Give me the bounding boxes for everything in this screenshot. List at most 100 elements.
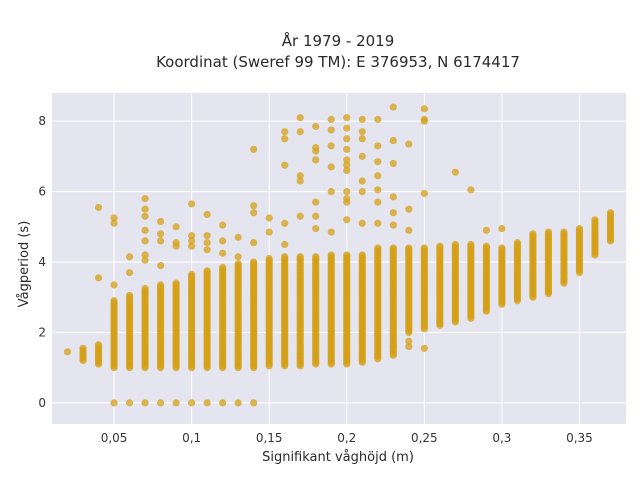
data-point xyxy=(560,228,568,236)
data-point xyxy=(575,224,584,233)
data-point xyxy=(296,253,304,261)
data-point xyxy=(188,270,196,278)
data-point xyxy=(358,128,366,136)
data-point xyxy=(358,177,366,185)
data-point xyxy=(312,212,320,220)
data-point xyxy=(141,205,149,213)
data-point xyxy=(343,124,351,132)
data-point xyxy=(389,209,397,217)
data-point xyxy=(125,399,134,407)
data-point xyxy=(219,237,227,245)
data-point xyxy=(296,177,304,185)
data-point xyxy=(141,226,149,234)
data-point xyxy=(125,268,134,277)
data-point xyxy=(312,122,320,131)
data-point xyxy=(281,253,289,261)
y-tick-label: 0 xyxy=(38,396,46,410)
data-point xyxy=(343,166,351,175)
data-point xyxy=(312,198,320,206)
data-point xyxy=(265,228,273,236)
data-point xyxy=(513,239,522,247)
data-point xyxy=(544,228,553,236)
data-point xyxy=(203,232,211,240)
data-point xyxy=(389,136,397,145)
data-point xyxy=(358,219,366,227)
data-point xyxy=(327,115,335,124)
data-point xyxy=(327,251,335,259)
y-tick-label: 2 xyxy=(38,325,46,339)
data-point xyxy=(188,200,196,208)
x-axis-title: Signifikant våghöjd (m) xyxy=(262,450,414,465)
data-point xyxy=(188,242,196,250)
data-point xyxy=(405,342,413,351)
data-point xyxy=(358,187,366,196)
data-point xyxy=(250,209,258,217)
data-point xyxy=(327,163,335,171)
data-point xyxy=(203,239,211,247)
data-point xyxy=(110,297,118,305)
data-point xyxy=(312,147,320,155)
data-point xyxy=(219,263,227,271)
data-point xyxy=(374,158,382,166)
data-point xyxy=(343,251,351,259)
data-point xyxy=(358,251,366,259)
data-point xyxy=(141,284,149,293)
data-point xyxy=(219,399,227,407)
data-point xyxy=(172,279,180,287)
data-point xyxy=(79,344,87,352)
x-tick-label: 0,15 xyxy=(256,431,283,445)
y-tick-label: 6 xyxy=(38,185,46,199)
data-point xyxy=(141,237,149,245)
data-point xyxy=(188,399,196,407)
data-point xyxy=(281,161,289,169)
data-point xyxy=(281,128,289,136)
data-point xyxy=(482,242,490,250)
data-point xyxy=(374,244,382,252)
data-point xyxy=(467,186,475,194)
x-tick-label: 0,2 xyxy=(337,431,356,445)
data-point xyxy=(250,258,258,266)
x-tick-label: 0,25 xyxy=(411,431,438,445)
data-point xyxy=(172,399,180,407)
data-point xyxy=(498,244,506,252)
y-tick-label: 4 xyxy=(38,255,46,269)
data-point xyxy=(405,140,413,148)
data-point xyxy=(156,230,165,238)
data-point xyxy=(405,337,413,345)
data-point xyxy=(203,246,211,254)
data-point xyxy=(389,244,397,252)
data-point xyxy=(172,223,180,231)
data-point xyxy=(358,135,366,143)
chart-title-line1: År 1979 - 2019 xyxy=(282,31,395,50)
x-tick-labels: 0,05 0,1 0,15 0,2 0,25 0,3 0,35 xyxy=(101,431,593,445)
data-point xyxy=(250,145,258,153)
data-point xyxy=(343,198,351,206)
data-point xyxy=(234,233,242,241)
data-point xyxy=(141,251,149,259)
data-point xyxy=(405,205,413,213)
data-point xyxy=(125,291,134,300)
data-point xyxy=(374,172,382,180)
x-tick-label: 0,05 xyxy=(101,431,128,445)
data-point xyxy=(482,226,490,234)
data-point xyxy=(343,156,351,164)
data-point xyxy=(250,239,258,247)
data-point xyxy=(389,159,397,168)
data-point xyxy=(141,256,149,264)
data-point xyxy=(296,212,304,220)
data-point xyxy=(420,344,428,352)
data-point xyxy=(110,219,118,227)
data-point xyxy=(219,221,227,229)
data-point xyxy=(374,115,382,124)
data-point xyxy=(203,267,211,275)
data-point xyxy=(141,195,149,203)
data-point xyxy=(141,399,149,407)
data-point xyxy=(281,240,289,249)
plot-background xyxy=(52,93,626,424)
data-point xyxy=(250,399,258,407)
data-point xyxy=(94,274,103,282)
data-point xyxy=(374,186,382,194)
data-point xyxy=(156,237,165,245)
data-point xyxy=(389,342,397,351)
data-point xyxy=(420,244,428,252)
